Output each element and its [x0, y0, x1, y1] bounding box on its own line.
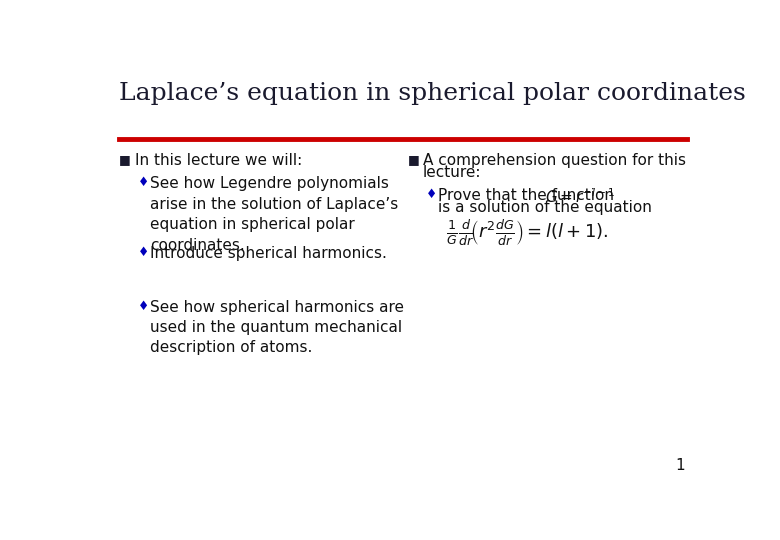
- Text: ♦: ♦: [138, 177, 149, 190]
- Text: See how spherical harmonics are
used in the quantum mechanical
description of at: See how spherical harmonics are used in …: [151, 300, 404, 355]
- Text: ♦: ♦: [138, 246, 149, 259]
- Text: ■: ■: [407, 153, 420, 166]
- Text: Laplace’s equation in spherical polar coordinates: Laplace’s equation in spherical polar co…: [119, 82, 746, 105]
- Text: $\frac{1}{G}\frac{d}{dr}\!\left(r^{2}\frac{dG}{dr}\right)= l(l+1).$: $\frac{1}{G}\frac{d}{dr}\!\left(r^{2}\fr…: [446, 219, 608, 248]
- Text: $G = r^{-l-1}$: $G = r^{-l-1}$: [545, 187, 616, 206]
- Text: In this lecture we will:: In this lecture we will:: [135, 153, 302, 168]
- Text: See how Legendre polynomials
arise in the solution of Laplace’s
equation in sphe: See how Legendre polynomials arise in th…: [151, 177, 399, 253]
- Text: lecture:: lecture:: [423, 165, 481, 180]
- Text: ♦: ♦: [138, 300, 149, 313]
- Text: ♦: ♦: [426, 188, 438, 201]
- Text: A comprehension question for this: A comprehension question for this: [423, 153, 686, 168]
- Text: 1: 1: [675, 458, 685, 473]
- Text: ■: ■: [119, 153, 131, 166]
- Text: is a solution of the equation: is a solution of the equation: [438, 200, 652, 215]
- Text: Prove that the function: Prove that the function: [438, 188, 615, 203]
- Text: Introduce spherical harmonics.: Introduce spherical harmonics.: [151, 246, 387, 261]
